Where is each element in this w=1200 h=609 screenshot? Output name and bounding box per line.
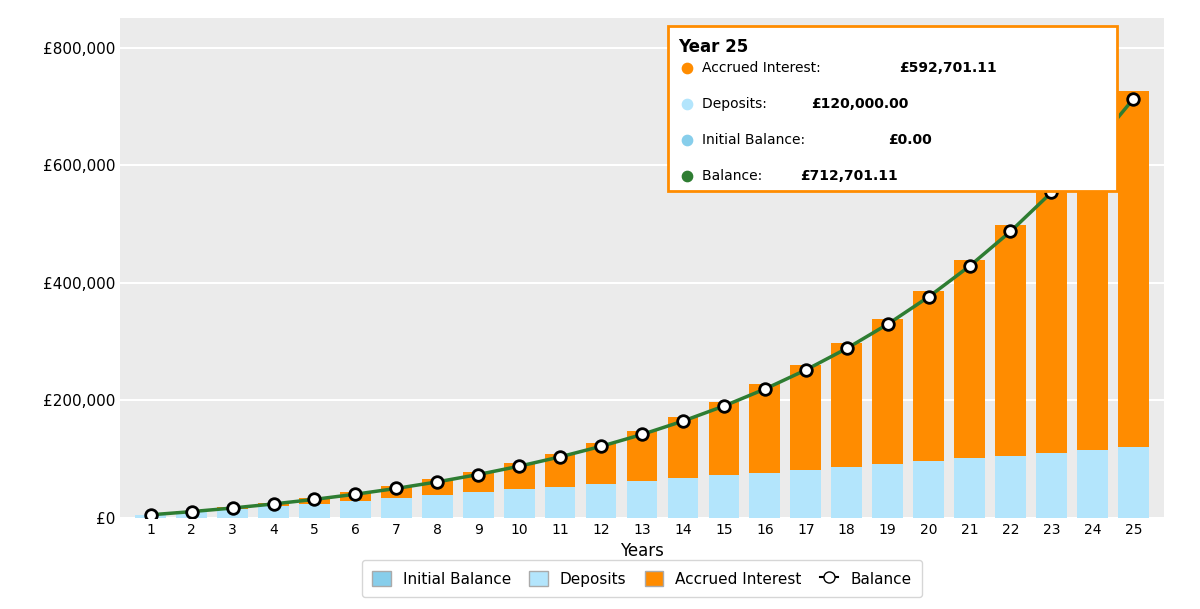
Text: Deposits:: Deposits: (702, 97, 770, 111)
Point (223, 503, 242, 513)
Bar (1036, 452, 1067, 518)
Legend: Initial Balance, Deposits, Accrued Interest, Balance: Initial Balance, Deposits, Accrued Inter… (361, 560, 923, 597)
Point (305, 495, 324, 504)
Point (755, 384, 774, 394)
Point (346, 490, 365, 499)
Bar (545, 454, 576, 487)
Bar (667, 417, 698, 478)
Text: Balance:: Balance: (702, 169, 766, 183)
Point (1042, 188, 1061, 197)
Bar (463, 472, 493, 492)
Point (1001, 227, 1020, 236)
Bar (832, 467, 862, 518)
Point (510, 462, 529, 471)
Point (592, 442, 611, 451)
Bar (995, 225, 1026, 456)
Point (551, 452, 570, 462)
Bar (422, 495, 452, 518)
Point (1123, 94, 1142, 104)
Bar (340, 493, 371, 501)
Bar (340, 501, 371, 518)
Bar (176, 512, 208, 518)
Point (838, 343, 857, 353)
Point (673, 416, 692, 426)
Point (122, 513, 142, 523)
Bar (750, 384, 780, 473)
Text: £592,701.11: £592,701.11 (899, 62, 996, 75)
Bar (380, 498, 412, 518)
Bar (626, 431, 658, 481)
Bar (504, 490, 534, 518)
Bar (258, 503, 289, 506)
Bar (832, 343, 862, 467)
Point (919, 292, 938, 302)
Bar (995, 456, 1026, 518)
Bar (708, 401, 739, 476)
Bar (1036, 186, 1067, 452)
Point (122, 513, 142, 523)
Bar (217, 507, 248, 509)
Bar (667, 478, 698, 518)
Text: £712,701.11: £712,701.11 (800, 169, 898, 183)
Point (632, 429, 652, 439)
Text: Year 25: Year 25 (678, 38, 749, 56)
Point (142, 510, 161, 519)
Bar (504, 463, 534, 490)
Bar (708, 476, 739, 518)
Point (878, 319, 898, 329)
Point (1082, 144, 1102, 153)
Point (469, 470, 488, 479)
Bar (1118, 447, 1148, 518)
Bar (299, 498, 330, 504)
Bar (791, 365, 821, 470)
Bar (586, 484, 617, 518)
Bar (913, 461, 944, 518)
Point (122, 513, 142, 523)
Bar (791, 470, 821, 518)
Point (796, 365, 815, 375)
Point (714, 401, 733, 411)
Text: £0.00: £0.00 (888, 133, 931, 147)
Text: £120,000.00: £120,000.00 (811, 97, 908, 111)
Bar (954, 459, 985, 518)
Bar (463, 492, 493, 518)
Bar (586, 443, 617, 484)
Bar (1078, 141, 1108, 450)
Text: Accrued Interest:: Accrued Interest: (702, 62, 824, 75)
Point (264, 499, 283, 509)
Bar (1078, 450, 1108, 518)
Bar (913, 291, 944, 461)
Bar (872, 464, 904, 518)
Bar (626, 481, 658, 518)
Bar (872, 319, 904, 464)
Bar (1118, 91, 1148, 447)
Point (122, 513, 142, 523)
Bar (422, 479, 452, 495)
Bar (299, 504, 330, 518)
FancyBboxPatch shape (668, 26, 1117, 191)
Bar (258, 506, 289, 518)
Bar (545, 487, 576, 518)
Point (386, 484, 406, 493)
Bar (136, 515, 166, 518)
Point (960, 261, 979, 271)
Point (427, 477, 446, 487)
Bar (954, 260, 985, 459)
Bar (750, 473, 780, 518)
Bar (217, 509, 248, 518)
Bar (176, 511, 208, 512)
Point (182, 507, 202, 516)
Bar (380, 487, 412, 498)
X-axis label: Years: Years (620, 542, 664, 560)
Text: Initial Balance:: Initial Balance: (702, 133, 809, 147)
